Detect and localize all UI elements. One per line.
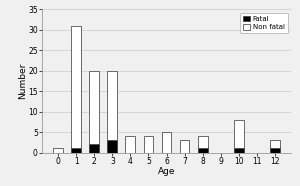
Bar bbox=[71, 148, 81, 153]
Bar bbox=[198, 136, 208, 148]
Bar bbox=[161, 132, 172, 153]
Bar bbox=[234, 148, 244, 153]
Bar bbox=[107, 140, 117, 153]
Bar bbox=[270, 148, 280, 153]
Bar bbox=[234, 120, 244, 148]
Bar bbox=[143, 136, 153, 153]
X-axis label: Age: Age bbox=[158, 167, 175, 176]
Bar bbox=[107, 71, 117, 140]
Bar bbox=[180, 140, 190, 153]
Bar bbox=[71, 26, 81, 148]
Bar bbox=[198, 148, 208, 153]
Bar bbox=[125, 136, 135, 153]
Bar bbox=[270, 140, 280, 148]
Bar bbox=[89, 144, 99, 153]
Bar bbox=[53, 148, 63, 153]
Legend: Fatal, Non fatal: Fatal, Non fatal bbox=[240, 13, 287, 33]
Bar bbox=[89, 71, 99, 144]
Y-axis label: Number: Number bbox=[18, 63, 27, 99]
